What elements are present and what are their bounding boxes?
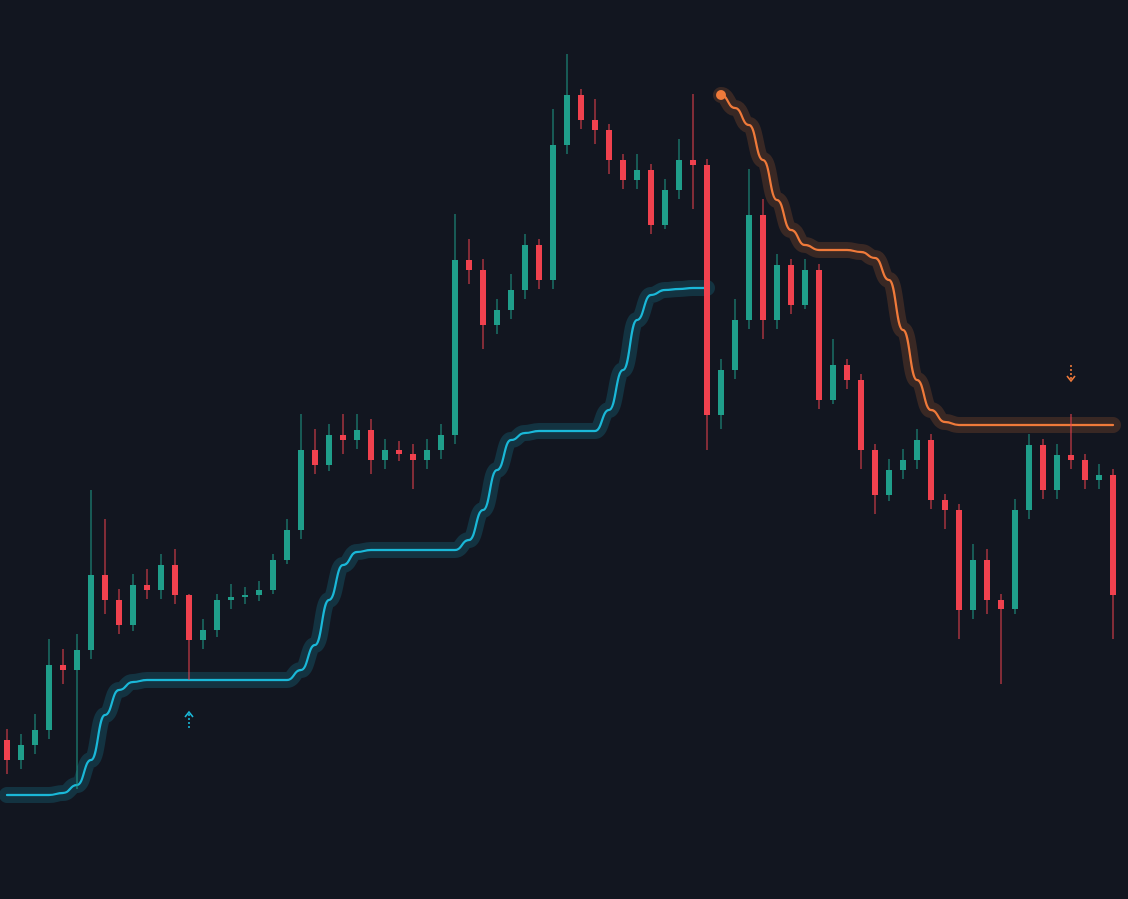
candle-body xyxy=(662,190,668,225)
candle-body xyxy=(144,585,150,590)
candle-body xyxy=(1012,510,1018,609)
candle-body xyxy=(914,440,920,460)
candle-body xyxy=(32,730,38,745)
signal-arrow xyxy=(184,710,194,728)
candle-body xyxy=(396,450,402,454)
candle-body xyxy=(564,95,570,145)
candle-body xyxy=(578,95,584,120)
candle-body xyxy=(648,170,654,225)
candle-body xyxy=(690,160,696,165)
candle-body xyxy=(354,430,360,440)
candle-body xyxy=(312,450,318,465)
candle-body xyxy=(480,270,486,325)
candle-body xyxy=(760,215,766,320)
signal-arrow xyxy=(1066,365,1076,383)
candle-body xyxy=(102,575,108,600)
candle-body xyxy=(130,585,136,625)
candle-body xyxy=(368,430,374,460)
candle-body xyxy=(172,565,178,595)
candle-body xyxy=(746,215,752,320)
candle-body xyxy=(522,245,528,290)
candle-body xyxy=(816,270,822,400)
candle-body xyxy=(424,450,430,460)
candle-body xyxy=(830,365,836,400)
candle-body xyxy=(242,595,248,597)
candle-body xyxy=(942,500,948,510)
candle-body xyxy=(256,590,262,595)
candle-body xyxy=(634,170,640,180)
candle-body xyxy=(774,265,780,320)
candle-body xyxy=(270,560,276,590)
candle-body xyxy=(200,630,206,640)
candle-body xyxy=(508,290,514,310)
candle-body xyxy=(704,165,710,415)
candle-body xyxy=(494,310,500,325)
candle-body xyxy=(46,665,52,730)
candle-body xyxy=(872,450,878,495)
candle-body xyxy=(1096,475,1102,480)
candle-body xyxy=(732,320,738,370)
candle-body xyxy=(1040,445,1046,490)
candle-body xyxy=(844,365,850,380)
signal-arrow-part xyxy=(184,710,194,718)
candle-body xyxy=(284,530,290,560)
candle-body xyxy=(60,665,66,670)
candle-body xyxy=(984,560,990,600)
candle-body xyxy=(466,260,472,270)
candle-body xyxy=(886,470,892,495)
candle-body xyxy=(606,130,612,160)
candle-body xyxy=(228,597,234,600)
candle-body xyxy=(928,440,934,500)
candle-body xyxy=(18,745,24,760)
line xyxy=(5,286,709,797)
candle-body xyxy=(88,575,94,650)
candle-body xyxy=(382,450,388,460)
candle-body xyxy=(1026,445,1032,510)
candle-body xyxy=(116,600,122,625)
candle-body xyxy=(620,160,626,180)
line xyxy=(719,93,1115,427)
candle-body xyxy=(410,454,416,460)
candle-body xyxy=(186,595,192,640)
candle-body xyxy=(340,435,346,440)
candle-body xyxy=(438,435,444,450)
candle-body xyxy=(214,600,220,630)
candle-body xyxy=(536,245,542,280)
candle-body xyxy=(676,160,682,190)
candle-body xyxy=(956,510,962,610)
candle-body xyxy=(858,380,864,450)
candle-body xyxy=(788,265,794,305)
candle-body xyxy=(592,120,598,130)
candle-body xyxy=(1054,455,1060,490)
candle-body xyxy=(4,740,10,760)
candle-body xyxy=(298,450,304,530)
line-start-dot xyxy=(716,90,726,100)
signal-arrow-part xyxy=(1066,375,1076,383)
candle-body xyxy=(718,370,724,415)
candle-body xyxy=(900,460,906,470)
candle-body xyxy=(970,560,976,610)
candle-body xyxy=(1110,475,1116,595)
candle-body xyxy=(550,145,556,280)
candle-body xyxy=(326,435,332,465)
candle-body xyxy=(452,260,458,435)
candle-body xyxy=(1068,455,1074,460)
candle-body xyxy=(158,565,164,590)
candle-body xyxy=(998,600,1004,609)
candle-body xyxy=(1082,460,1088,480)
candle-body xyxy=(74,650,80,670)
candle-body xyxy=(802,270,808,305)
